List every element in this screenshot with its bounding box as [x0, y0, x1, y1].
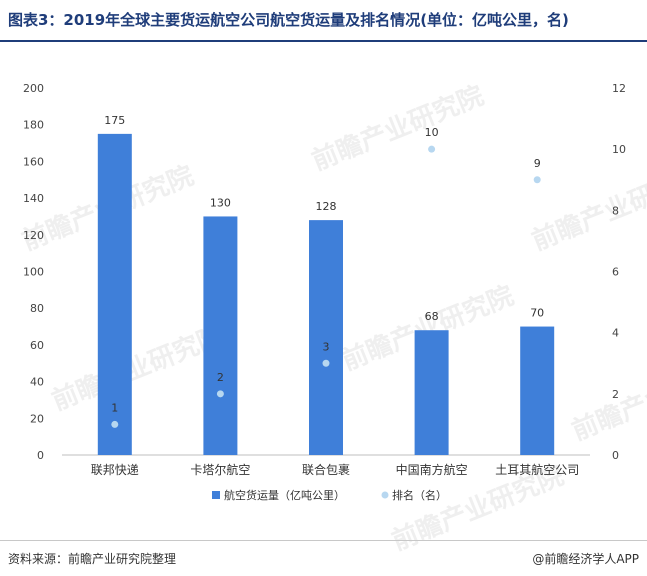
y-left-tick-label: 180 [23, 119, 44, 132]
y-left-tick-label: 80 [30, 302, 44, 315]
bar-value-label: 68 [425, 310, 439, 323]
bar [414, 330, 449, 455]
chart-area: 前瞻产业研究院 前瞻产业研究院 前瞻产业研究院 前瞻产业研究院 前瞻产业研究院 … [6, 48, 647, 557]
y-left-tick-label: 140 [23, 192, 44, 205]
bar-value-label: 70 [530, 307, 544, 320]
rank-value-label: 3 [323, 340, 330, 353]
y-left-tick-label: 20 [30, 412, 44, 425]
y-right-tick-label: 8 [612, 204, 619, 217]
rank-value-label: 2 [217, 371, 224, 384]
bar-value-label: 128 [316, 200, 337, 213]
rank-point [216, 390, 224, 398]
chart-svg: 0204060801001201401601802000246810121751… [23, 82, 626, 502]
rank-point [428, 145, 436, 153]
x-tick-label: 土耳其航空公司 [495, 462, 579, 477]
rank-point [111, 420, 119, 428]
bar [97, 133, 132, 455]
y-left-tick-label: 160 [23, 155, 44, 168]
x-tick-label: 联合包裹 [302, 462, 350, 477]
bar-value-label: 175 [104, 114, 125, 127]
rank-value-label: 1 [111, 401, 118, 414]
bar-value-label: 130 [210, 196, 231, 209]
y-right-tick-label: 2 [612, 388, 619, 401]
bar [309, 220, 343, 455]
bar [520, 326, 555, 455]
y-left-tick-label: 100 [23, 266, 44, 279]
x-tick-label: 中国南方航空 [396, 462, 468, 477]
y-left-tick-label: 60 [30, 339, 44, 352]
x-tick-label: 联邦快递 [91, 463, 139, 477]
y-right-tick-label: 6 [612, 266, 619, 279]
legend-swatch-bar [212, 491, 220, 499]
footer: 资料来源：前瞻产业研究院整理 @前瞻经济学人APP [0, 540, 647, 576]
title-bar: 图表3：2019年全球主要货运航空公司航空货运量及排名情况(单位：亿吨公里，名) [0, 0, 647, 42]
y-left-tick-label: 120 [23, 229, 44, 242]
y-right-tick-label: 4 [612, 327, 619, 340]
rank-value-label: 9 [534, 157, 541, 170]
y-left-tick-label: 0 [37, 449, 44, 462]
y-right-tick-label: 12 [612, 82, 626, 95]
rank-point [533, 176, 541, 184]
credit-note: @前瞻经济学人APP [532, 552, 639, 566]
y-left-tick-label: 200 [23, 82, 44, 95]
y-left-tick-label: 40 [30, 376, 44, 389]
x-tick-label: 卡塔尔航空 [190, 462, 250, 477]
y-right-tick-label: 0 [612, 449, 619, 462]
rank-value-label: 10 [425, 126, 439, 139]
source-note: 资料来源：前瞻产业研究院整理 [8, 552, 177, 566]
page-title: 图表3：2019年全球主要货运航空公司航空货运量及排名情况(单位：亿吨公里，名) [8, 11, 569, 29]
bar [203, 216, 238, 455]
legend-label-point: 排名（名） [392, 488, 447, 502]
y-right-tick-label: 10 [612, 143, 626, 156]
legend-label-bar: 航空货运量（亿吨公里） [224, 488, 345, 502]
rank-point [322, 359, 330, 367]
legend-swatch-point [381, 491, 389, 499]
